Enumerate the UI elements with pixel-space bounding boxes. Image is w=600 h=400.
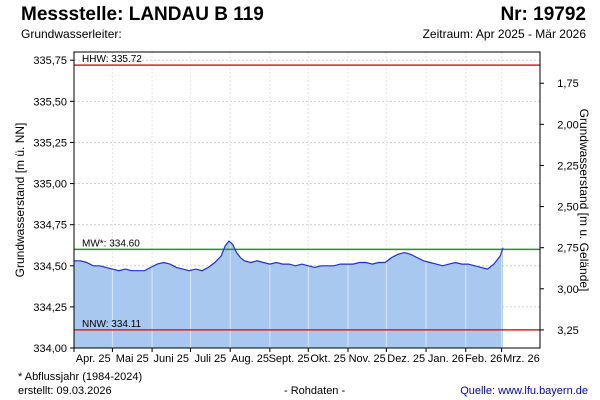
x-month-label: Apr. 25 xyxy=(76,353,111,365)
y2-tick-label: 1,75 xyxy=(557,78,578,90)
y-tick-label: 335,25 xyxy=(33,137,67,149)
reference-label-nnw: NNW: 334.11 xyxy=(82,319,142,330)
x-month-label: Mrz. 26 xyxy=(503,353,540,365)
x-month-label: Sept. 25 xyxy=(269,353,310,365)
plot-frame xyxy=(73,51,541,349)
period-label: Zeitraum: Apr 2025 - Mär 2026 xyxy=(422,27,586,41)
y-tick-label: 334,25 xyxy=(33,302,67,314)
source-link[interactable]: www.lfu.bayern.de xyxy=(498,385,588,397)
reference-lines: HHW: 335.72 MW*: 334.60 NNW: 334.11 xyxy=(74,54,540,331)
source-label: Quelle: xyxy=(460,385,496,397)
created-date: 09.03.2026 xyxy=(56,385,112,397)
y-axis-label: Grundwasserstand [m ü. NN] xyxy=(13,123,27,278)
y2-tick-label: 3,00 xyxy=(557,284,578,296)
x-month-label: Feb. 26 xyxy=(465,353,502,365)
aquifer-label: Grundwasserleiter: xyxy=(21,27,122,41)
y2-tick-label: 2,75 xyxy=(557,243,578,255)
x-month-label: Dez. 25 xyxy=(387,353,425,365)
y-tick-label: 335,75 xyxy=(33,55,67,67)
y-tick-label: 334,00 xyxy=(33,343,67,355)
x-month-label: Jan. 26 xyxy=(428,353,464,365)
created-info: erstellt: 09.03.2026 xyxy=(18,385,112,397)
y-axis-ticks: 334,00 334,25 334,50 334,75 335,00 335,25 335,… xyxy=(33,55,74,355)
reference-label-hhw: HHW: 335.72 xyxy=(82,54,142,65)
source: Quelle: www.lfu.bayern.de xyxy=(460,385,588,397)
x-month-label: Nov. 25 xyxy=(349,353,386,365)
y2-tick-label: 2,50 xyxy=(557,202,578,214)
reference-label-mw: MW*: 334.60 xyxy=(82,238,140,249)
created-label: erstellt: xyxy=(18,385,54,397)
y-tick-label: 334,50 xyxy=(33,261,67,273)
water-level-line xyxy=(74,240,504,272)
y-tick-label: 335,50 xyxy=(33,96,67,108)
y2-tick-label: 2,00 xyxy=(557,119,578,131)
y-tick-label: 335,00 xyxy=(33,179,67,191)
y2-axis-ticks: 1,75 2,00 2,25 2,50 2,75 3,00 3,25 xyxy=(540,78,579,337)
y2-tick-label: 3,25 xyxy=(557,325,578,337)
y2-tick-label: 2,25 xyxy=(557,160,578,172)
x-month-label: Mai 25 xyxy=(116,353,149,365)
footnote: * Abflussjahr (1984-2024) xyxy=(18,371,143,383)
station-title: Messstelle: LANDAU B 119 xyxy=(21,4,264,25)
raw-data-note: - Rohdaten - xyxy=(284,385,346,397)
x-month-label: Okt. 25 xyxy=(310,353,345,365)
x-month-label: Aug. 25 xyxy=(231,353,269,365)
y2-axis-label: Grundwasserstand [m u. Gelände] xyxy=(577,109,591,292)
x-month-label: Juli 25 xyxy=(194,353,226,365)
x-month-label: Juni 25 xyxy=(154,353,189,365)
water-level-area xyxy=(74,241,503,348)
y-tick-label: 334,75 xyxy=(33,220,67,232)
station-number: Nr: 19792 xyxy=(500,4,586,25)
x-axis-ticks: Apr. 25 Mai 25 Juni 25 Juli 25 Aug. 25 Sept. … xyxy=(73,348,540,365)
